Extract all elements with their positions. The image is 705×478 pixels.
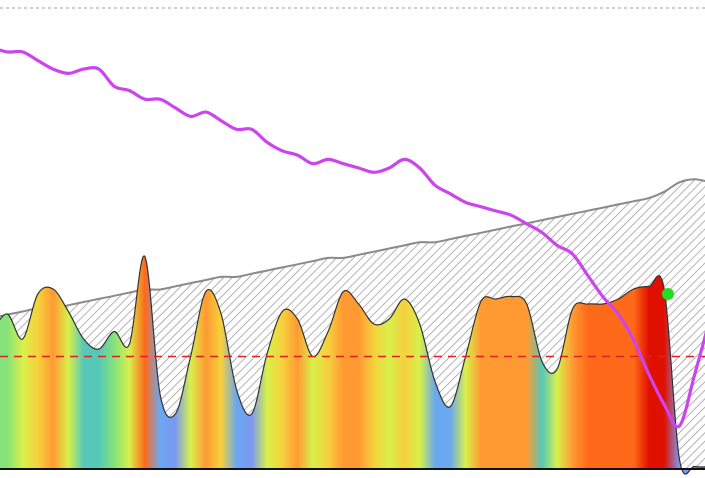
position-marker [661, 288, 674, 300]
heart-rate-area [0, 255, 705, 475]
x-tick-label: 01:00:00 [133, 476, 182, 478]
x-tick-label: 01:01:00 [281, 476, 330, 478]
pace-path [0, 48, 705, 429]
pace-line [0, 48, 705, 429]
elevation-outline [0, 178, 705, 318]
x-axis-ticks: 00:59:00 01:00:00 01:01:00 01:02:00 01:03:00 [0, 476, 635, 478]
x-tick-label: 01:02:00 [433, 476, 482, 478]
heart-rate-outline [0, 255, 705, 475]
x-tick-label: 01:03:00 [585, 476, 634, 478]
marker-dot [661, 288, 674, 300]
x-tick-label: 00:59:00 [0, 476, 15, 478]
